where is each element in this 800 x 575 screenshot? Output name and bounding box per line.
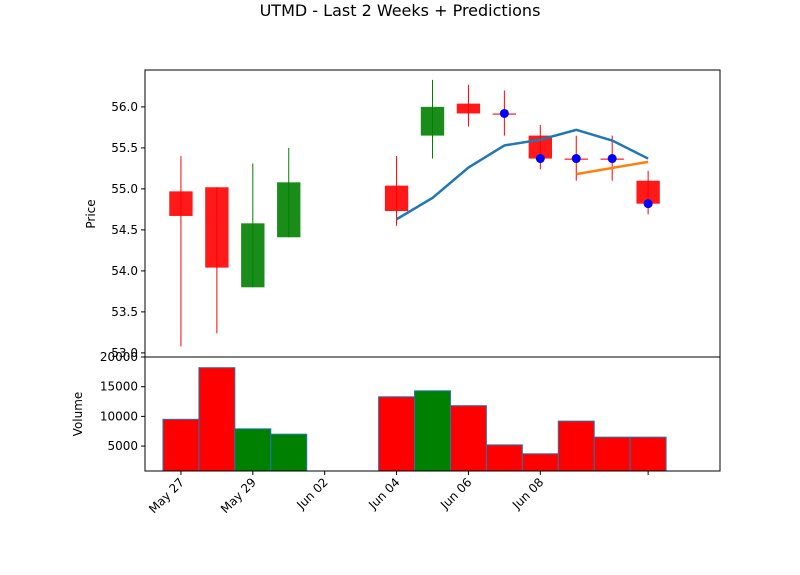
chart-title: UTMD - Last 2 Weeks + Predictions [260, 1, 541, 20]
volume-bar [270, 433, 308, 472]
series-line-1 [576, 160, 649, 176]
volume-bar [557, 420, 595, 472]
close-marker [535, 154, 545, 164]
close-marker [643, 199, 653, 209]
volume-axis-label: Volume [71, 392, 85, 437]
volume-bar [629, 436, 667, 472]
candle-body [205, 187, 229, 268]
candle-body [420, 106, 445, 136]
price-tick-label: 53.5 [111, 305, 138, 319]
volume-bar [234, 428, 272, 472]
price-tick-label: 54.5 [111, 223, 138, 237]
volume-bar [449, 405, 487, 472]
volume-bar [521, 453, 559, 472]
close-marker [499, 108, 509, 118]
volume-tick-label: 20000 [100, 350, 138, 364]
volume-bar [414, 390, 451, 472]
candle-body [456, 103, 481, 114]
price-tick-label: 53.0 [111, 346, 138, 360]
price-tick-label: 54.0 [111, 264, 138, 278]
candle-body [277, 182, 301, 238]
price-y-axis: 53.0 53.5 54.0 54.5 55.0 55.5 56.0 [111, 100, 145, 360]
volume-axes-frame [144, 356, 721, 472]
volume-bar [593, 436, 631, 472]
candle-body [636, 180, 660, 204]
candle-body [384, 185, 409, 212]
close-marker [571, 154, 581, 164]
volume-bar [198, 367, 236, 472]
price-panel [169, 79, 660, 347]
series-line-0 [395, 128, 649, 221]
volume-bar [378, 396, 416, 472]
candle-body [241, 223, 265, 288]
volume-bar [485, 444, 523, 472]
volume-panel [162, 367, 667, 472]
volume-tick-label: 15000 [100, 380, 138, 394]
candle-body [169, 191, 193, 216]
close-marker [607, 154, 617, 164]
volume-y-axis: 5000 10000 15000 20000 [100, 350, 145, 453]
volume-tick-label: 10000 [100, 409, 138, 423]
price-tick-label: 56.0 [111, 100, 138, 114]
price-tick-label: 55.0 [111, 182, 138, 196]
price-axis-label: Price [84, 199, 98, 228]
volume-tick-label: 5000 [107, 439, 138, 453]
volume-bar [162, 418, 200, 472]
price-tick-label: 55.5 [111, 141, 138, 155]
